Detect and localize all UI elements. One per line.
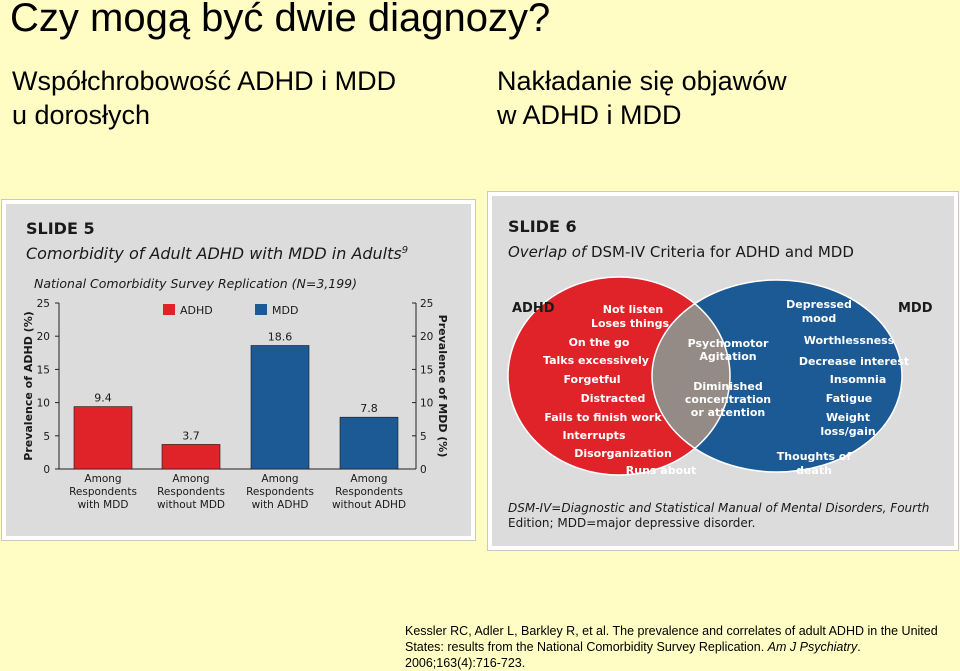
left-axis-title: Prevalence of ADHD (%) xyxy=(22,311,35,460)
right-subheading: Nakładanie się objawów w ADHD i MDD xyxy=(497,64,787,132)
bar-value-label: 9.4 xyxy=(94,392,112,405)
citation: Kessler RC, Adler L, Barkley R, et al. T… xyxy=(405,623,957,671)
bar-1 xyxy=(73,406,133,470)
axis-ticks: 0 0 5 5 10 10 15 15 20 20 25 25 xyxy=(37,298,434,476)
adhd-symptom-4: Talks excessively xyxy=(543,354,649,367)
mdd-symptom-1: Depressed xyxy=(786,298,852,311)
left-subheading-line-2: u dorosłych xyxy=(12,100,151,130)
overlap-symptom-4: concentration xyxy=(685,393,771,406)
mdd-symptom-6: Fatigue xyxy=(826,392,873,405)
adhd-circle-outline xyxy=(507,276,731,476)
legend-mdd-label: MDD xyxy=(272,304,298,317)
bar-value-label: 3.7 xyxy=(182,429,200,442)
bar-2 xyxy=(161,444,221,470)
category-labels: Among Respondents with MDD Among Respondents… xyxy=(69,473,406,511)
legend-mdd-swatch xyxy=(255,304,267,315)
slide-5-canvas: SLIDE 5 Comorbidity of Adult ADHD with M… xyxy=(22,219,449,511)
slide-5-title: Comorbidity of Adult ADHD with MDD in Ad… xyxy=(26,244,408,263)
category-label-4: Among Respondents without ADHD xyxy=(332,473,406,511)
mdd-symptom-7: Weight xyxy=(826,411,870,424)
left-subheading: Współchrobowość ADHD i MDD u dorosłych xyxy=(12,64,396,132)
footnote-line-1: DSM-IV=Diagnostic and Statistical Manual… xyxy=(508,501,929,515)
right-subheading-line-2: w ADHD i MDD xyxy=(497,100,682,130)
mdd-circle-outline xyxy=(651,279,903,473)
left-tick-label: 0 xyxy=(43,464,50,476)
right-tick-label: 10 xyxy=(420,398,433,410)
overlap-region xyxy=(652,280,730,472)
left-tick-label: 15 xyxy=(37,364,50,376)
mdd-symptom-4: Decrease interest xyxy=(799,355,909,368)
overlap-symptom-2: Agitation xyxy=(699,350,756,363)
right-tick-label: 20 xyxy=(420,331,433,343)
bar-3 xyxy=(250,345,310,470)
right-subheading-line-1: Nakładanie się objawów xyxy=(497,66,787,96)
slide-6-overlap-diagram: SLIDE 6 Overlap of DSM-IV Criteria for A… xyxy=(488,192,958,550)
adhd-symptom-9: Disorganization xyxy=(574,447,672,460)
slide-6-title: Overlap of DSM-IV Criteria for ADHD and … xyxy=(508,243,854,261)
legend-adhd-swatch xyxy=(163,304,175,315)
right-tick-label: 15 xyxy=(420,364,433,376)
bar-4 xyxy=(339,416,399,470)
footnote-line-2: Edition; MDD=major depressive disorder. xyxy=(508,516,755,530)
mdd-symptom-2: mood xyxy=(802,312,836,325)
right-tick-label: 0 xyxy=(420,464,427,476)
slide-5-subtitle: National Comorbidity Survey Replication … xyxy=(34,276,357,291)
adhd-symptom-2: Loses things xyxy=(591,317,670,330)
slide-5-comorbidity-chart: SLIDE 5 Comorbidity of Adult ADHD with M… xyxy=(2,200,475,540)
bar-value-label: 7.8 xyxy=(360,402,378,415)
adhd-symptom-5: Forgetful xyxy=(563,373,620,386)
slide-5-label: SLIDE 5 xyxy=(26,219,95,238)
page-title: Czy mogą być dwie diagnozy? xyxy=(10,0,551,40)
left-tick-label: 20 xyxy=(37,331,50,343)
mdd-symptom-5: Insomnia xyxy=(830,373,887,386)
overlap-symptom-5: or attention xyxy=(691,406,765,419)
right-tick-label: 5 xyxy=(420,431,427,443)
slide-6-label: SLIDE 6 xyxy=(508,217,577,236)
category-label-2: Among Respondents without MDD xyxy=(157,473,225,511)
adhd-symptom-8: Interrupts xyxy=(562,429,625,442)
mdd-symptom-9: Thoughts of xyxy=(777,450,852,463)
overlap-symptom-3: Diminished xyxy=(693,380,762,393)
right-tick-label: 25 xyxy=(420,298,433,310)
adhd-symptom-1: Not listen xyxy=(603,303,664,316)
legend-adhd-label: ADHD xyxy=(180,304,213,317)
left-subheading-line-1: Współchrobowość ADHD i MDD xyxy=(12,66,397,96)
mdd-symptom-3: Worthlessness xyxy=(804,334,895,347)
category-label-3: Among Respondents with ADHD xyxy=(246,473,314,511)
left-tick-label: 25 xyxy=(37,298,50,310)
mdd-symptom-8: loss/gain xyxy=(820,425,875,438)
adhd-symptom-3: On the go xyxy=(569,336,630,349)
adhd-symptom-10: Runs about xyxy=(626,464,696,477)
bar-value-label: 18.6 xyxy=(268,330,293,343)
citation-text: Kessler RC, Adler L, Barkley R, et al. T… xyxy=(405,624,938,654)
mdd-symptom-10: death xyxy=(796,464,832,477)
slide-6-canvas: SLIDE 6 Overlap of DSM-IV Criteria for A… xyxy=(507,217,933,530)
left-tick-label: 10 xyxy=(37,398,50,410)
bars: 9.4 3.7 18.6 7.8 xyxy=(73,330,399,470)
left-tick-label: 5 xyxy=(43,431,50,443)
adhd-symptom-6: Distracted xyxy=(581,392,646,405)
category-label-1: Among Respondents with MDD xyxy=(69,473,137,511)
citation-journal: Am J Psychiatry xyxy=(767,640,858,654)
mdd-set-label: MDD xyxy=(898,301,933,316)
adhd-symptom-7: Fails to finish work xyxy=(544,411,662,424)
right-axis-title: Prevalence of MDD (%) xyxy=(436,315,449,458)
adhd-set-label: ADHD xyxy=(512,301,555,316)
overlap-symptom-1: Psychomotor xyxy=(688,337,769,350)
